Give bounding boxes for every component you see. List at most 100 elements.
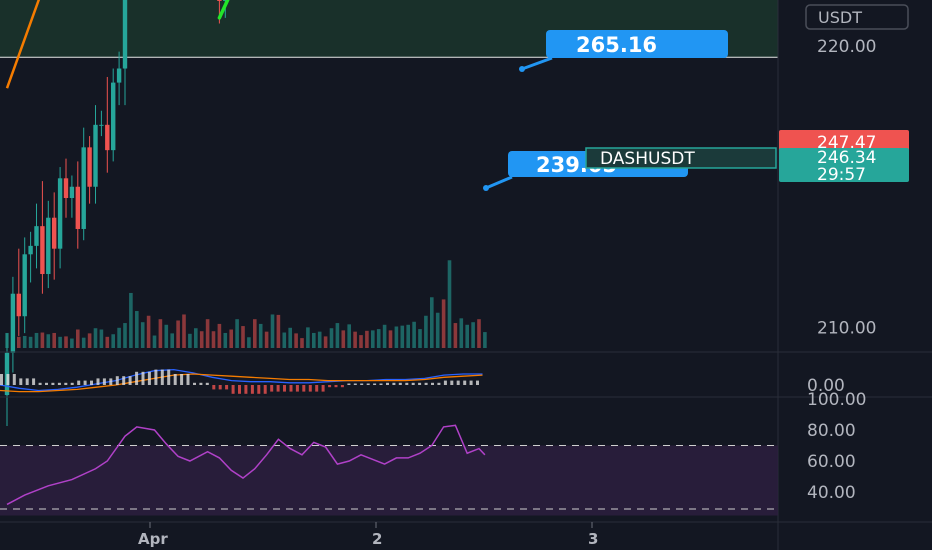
volume-bar bbox=[164, 324, 169, 348]
macd-hist-bar bbox=[96, 378, 100, 385]
macd-hist-bar bbox=[373, 383, 377, 385]
candle-body bbox=[10, 293, 16, 353]
macd-hist-bar bbox=[205, 382, 209, 385]
currency-button-label: USDT bbox=[818, 8, 862, 27]
volume-bar bbox=[205, 319, 210, 348]
candle-body bbox=[52, 217, 57, 249]
macd-hist-bar bbox=[244, 385, 248, 394]
volume-bar bbox=[335, 323, 340, 348]
volume-bar bbox=[52, 332, 56, 348]
macd-hist-bar bbox=[109, 378, 113, 385]
volume-bar bbox=[111, 334, 115, 348]
volume-bar bbox=[406, 324, 410, 348]
volume-bar bbox=[282, 332, 287, 348]
volume-bar bbox=[176, 320, 180, 348]
macd-hist-bar bbox=[147, 371, 151, 385]
volume-bar bbox=[22, 335, 27, 348]
macd-hist-bar bbox=[167, 369, 171, 385]
macd-hist-bar bbox=[199, 382, 203, 385]
macd-hist-bar bbox=[77, 380, 81, 385]
macd-hist-bar bbox=[45, 382, 48, 385]
candle-body bbox=[46, 217, 51, 275]
volume-bar bbox=[123, 323, 127, 348]
macd-hist-bar bbox=[328, 385, 332, 388]
callout-target[interactable]: 265.16 bbox=[519, 30, 728, 72]
candle-body bbox=[116, 68, 122, 83]
candle-body bbox=[16, 293, 21, 317]
macd-hist-bar bbox=[418, 382, 422, 385]
rsi-band bbox=[0, 445, 778, 516]
volume-bar bbox=[146, 315, 151, 348]
macd-hist-bar bbox=[25, 378, 29, 385]
price-axis[interactable]: 270.00260.00250.00240.00230.00220.00210.… bbox=[817, 0, 876, 339]
macd-hist-bar bbox=[173, 374, 177, 385]
macd-hist-bar bbox=[431, 382, 434, 385]
volume-bar bbox=[258, 323, 263, 348]
macd-hist-bar bbox=[340, 385, 344, 388]
currency-button[interactable]: USDT bbox=[805, 4, 909, 30]
candle-body bbox=[4, 352, 10, 396]
macd-hist-bar bbox=[193, 382, 196, 385]
volume-bar bbox=[441, 299, 446, 348]
volume-bar bbox=[40, 332, 45, 348]
macd-hist-bar bbox=[469, 380, 473, 385]
macd-hist-bar bbox=[476, 380, 479, 385]
current-price-tag: 246.34 29:57 bbox=[779, 148, 909, 185]
candle-body bbox=[63, 178, 69, 199]
volume-bar bbox=[288, 327, 292, 348]
volume-bar bbox=[217, 323, 222, 348]
macd-hist-bar bbox=[398, 382, 402, 385]
volume-bar bbox=[211, 331, 216, 348]
volume-bar bbox=[188, 333, 192, 348]
candle-body bbox=[99, 124, 104, 126]
macd-hist-bar bbox=[250, 385, 254, 394]
volume-bar bbox=[194, 328, 198, 348]
candle-body bbox=[93, 124, 98, 187]
volume-bar bbox=[388, 330, 393, 348]
volume-bar bbox=[376, 329, 381, 348]
volume-bar bbox=[229, 329, 233, 348]
macd-hist-bar bbox=[257, 385, 261, 394]
volume-bar bbox=[140, 322, 145, 348]
volume-bar bbox=[400, 325, 405, 348]
volume-bar bbox=[105, 336, 110, 348]
macd-hist-bar bbox=[83, 380, 87, 385]
date-tick-label: Apr bbox=[138, 530, 168, 548]
candle-body bbox=[75, 186, 80, 229]
rsi-tick-label: 60.00 bbox=[807, 452, 856, 472]
macd-hist-bar bbox=[19, 378, 23, 385]
macd-hist-bar bbox=[0, 374, 3, 385]
macd-hist-bar bbox=[64, 382, 68, 385]
volume-bar bbox=[182, 314, 186, 348]
volume-bar bbox=[170, 333, 174, 348]
macd-hist-bar bbox=[411, 382, 415, 385]
volume-bar bbox=[353, 331, 357, 348]
volume-bar bbox=[300, 338, 304, 348]
macd-hist-bar bbox=[51, 382, 55, 385]
macd-hist-bar bbox=[276, 385, 280, 392]
macd-hist-bar bbox=[334, 385, 338, 388]
macd-hist-bar bbox=[366, 383, 370, 385]
date-tick-label: 2 bbox=[372, 530, 382, 548]
macd-hist-bar bbox=[289, 385, 293, 392]
volume-bar bbox=[64, 336, 68, 348]
macd-hist-bar bbox=[225, 385, 229, 390]
macd-hist-bar bbox=[443, 380, 447, 385]
candlesticks bbox=[4, 0, 228, 427]
macd-hist-bar bbox=[122, 376, 126, 385]
rsi-tick-label: 100.00 bbox=[807, 390, 866, 410]
volume-bar bbox=[93, 328, 98, 348]
macd-hist-bar bbox=[463, 380, 467, 385]
volume-bar bbox=[483, 332, 487, 348]
volume-bar bbox=[46, 334, 51, 348]
rsi-line bbox=[6, 424, 486, 506]
macd-hist-bar bbox=[141, 371, 145, 385]
macd-hist-bar bbox=[450, 380, 454, 385]
time-axis[interactable]: Apr 2 3 bbox=[138, 522, 598, 548]
volume-bar bbox=[453, 323, 458, 348]
macd-hist-bar bbox=[57, 382, 61, 385]
volume-bar bbox=[99, 329, 104, 348]
volume-bar bbox=[347, 324, 351, 348]
volume-bar bbox=[276, 314, 281, 348]
